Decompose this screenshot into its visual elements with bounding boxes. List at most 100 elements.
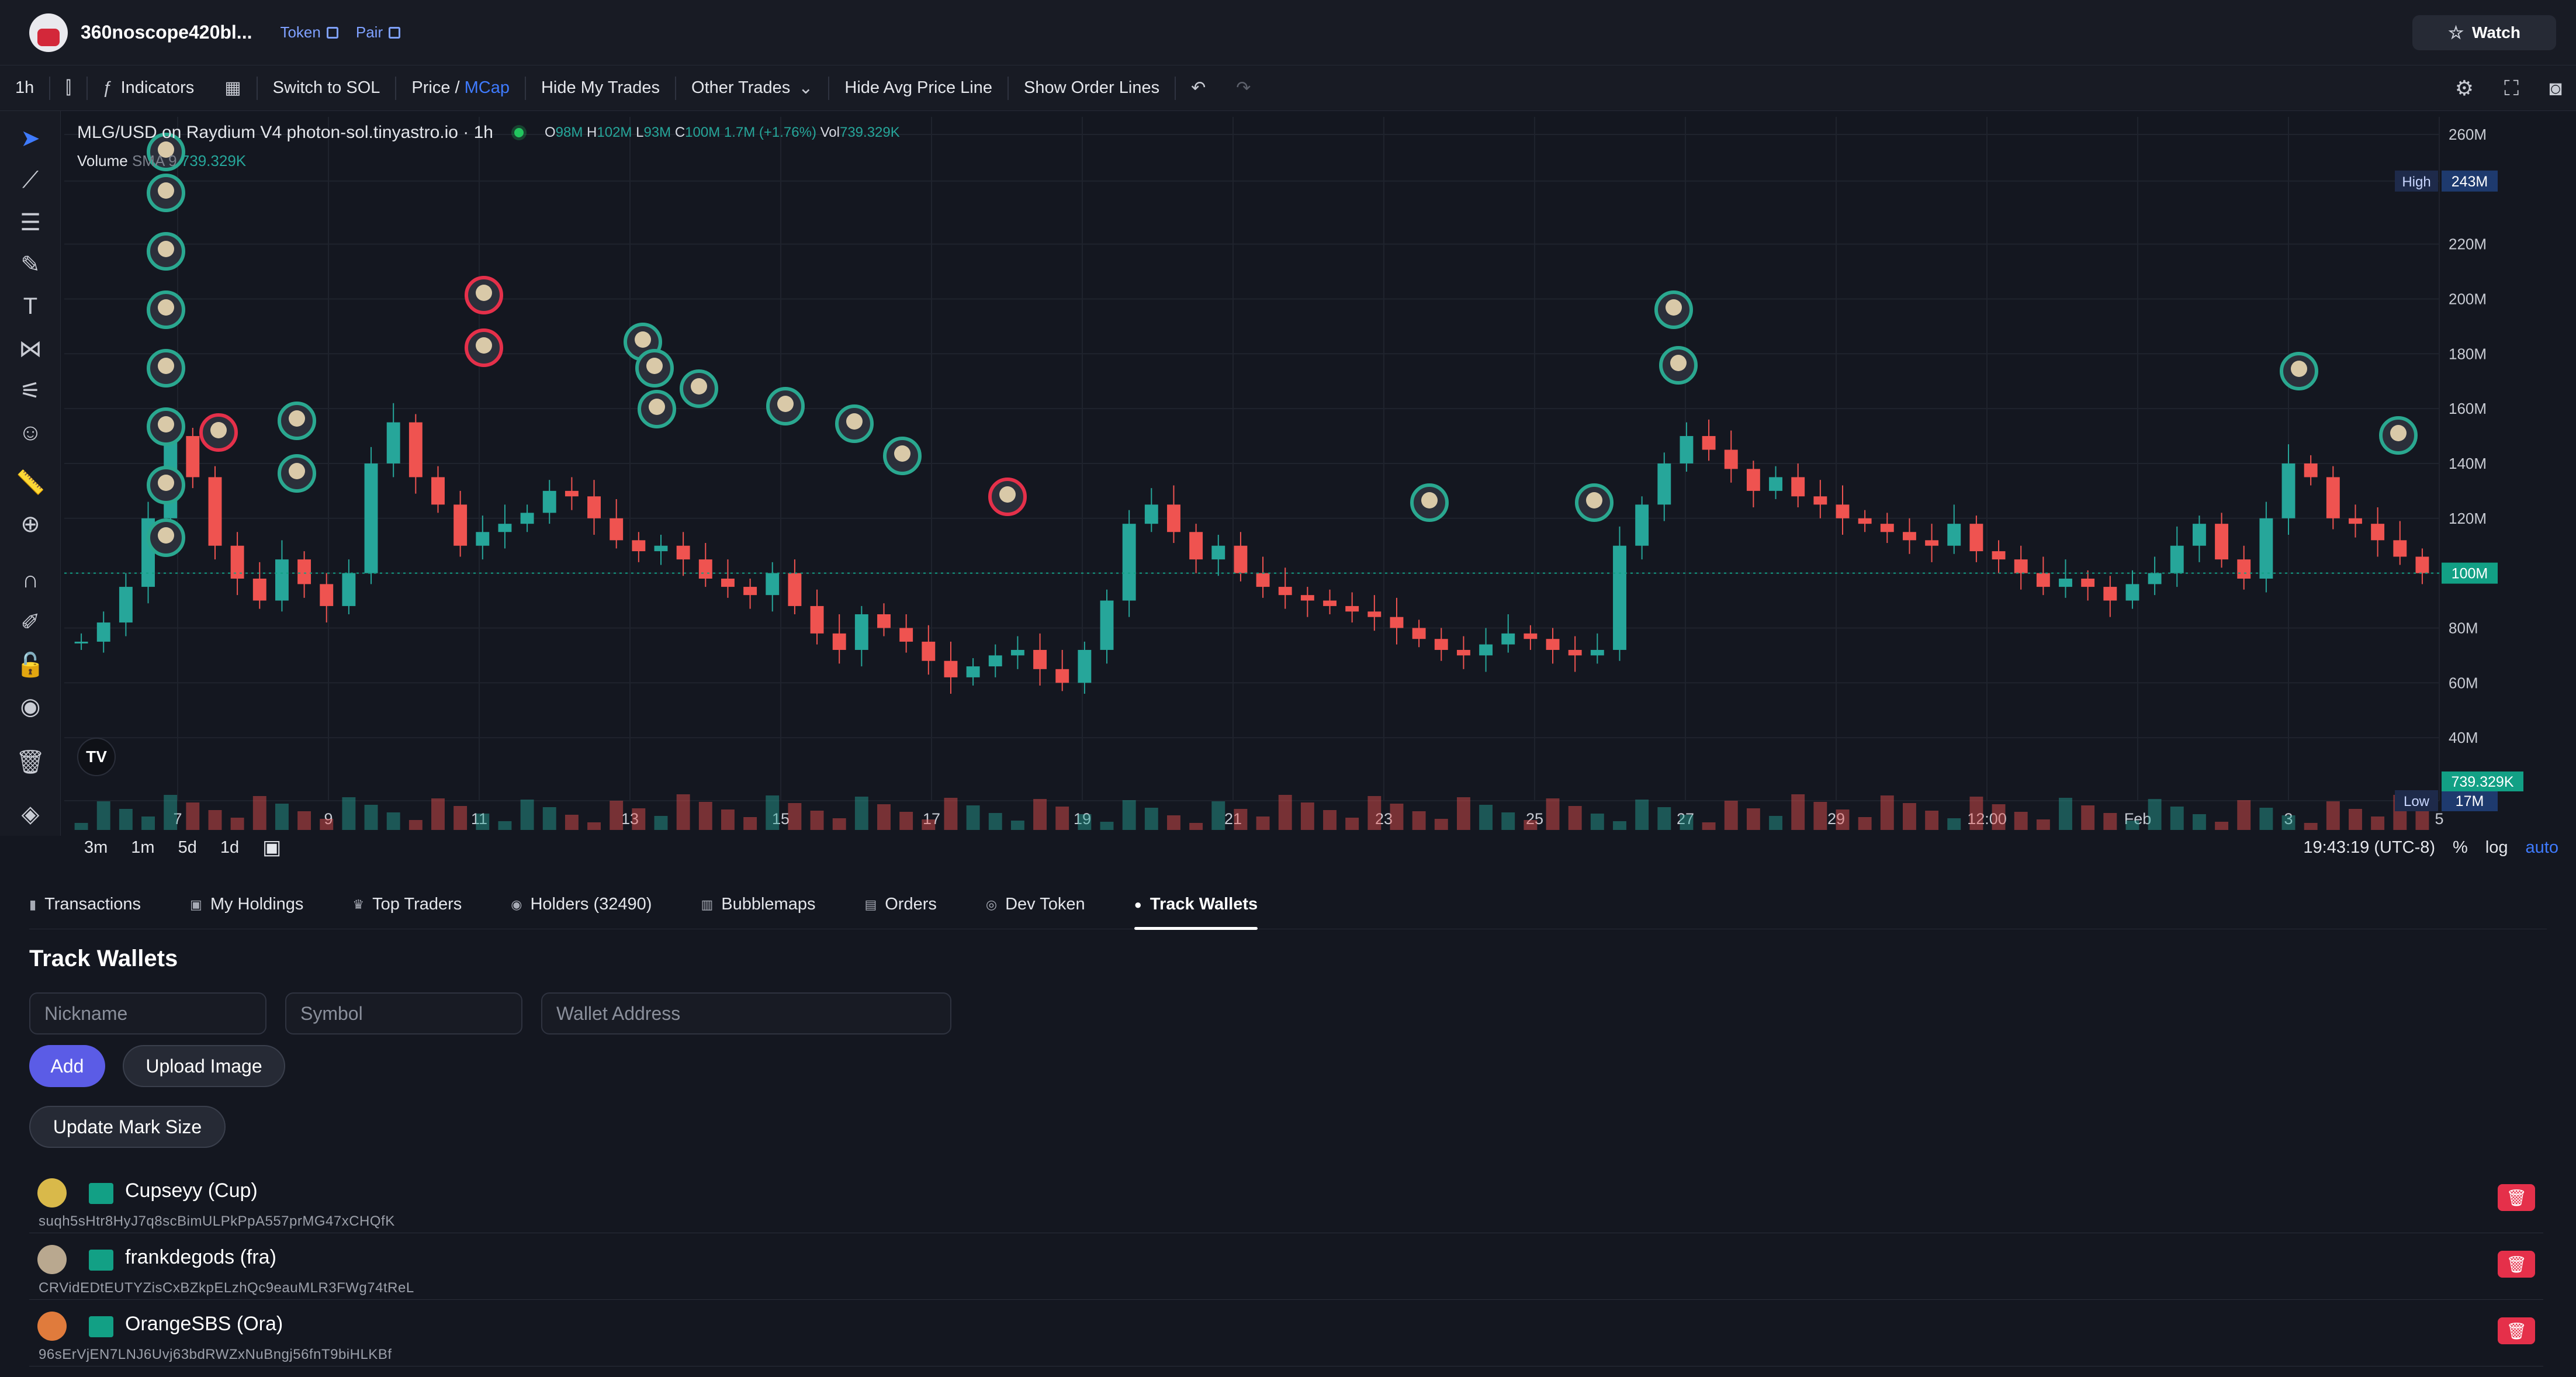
lock-drawing-icon[interactable]: ✐ (20, 610, 40, 635)
candle-body (2059, 579, 2072, 587)
tab-my-holdings[interactable]: ▣ My Holdings (190, 880, 303, 929)
eye-icon[interactable]: ◉ (20, 694, 41, 719)
add-button[interactable]: Add (29, 1045, 105, 1087)
tab-orders[interactable]: ▤ Orders (864, 880, 936, 929)
holders-icon: ◉ (511, 897, 522, 912)
indicators-button[interactable]: ƒ Indicators (88, 65, 209, 111)
wallet-address: CRVidEDtEUTYZisCxBZkpELzhQc9eauMLR3FWg74… (39, 1280, 414, 1296)
candle-body (2014, 559, 2028, 573)
bars-icon: ▥ (701, 897, 714, 912)
undo-button[interactable]: ↶ (1176, 65, 1221, 111)
percent-toggle[interactable]: % (2453, 838, 2468, 857)
settings-icon[interactable]: ⚙ (2454, 76, 2474, 100)
text-icon[interactable]: T (23, 293, 38, 319)
toolbar-divider (256, 76, 258, 100)
trade-marker-face (476, 285, 492, 301)
fullscreen-icon[interactable]: ⛶ (2504, 75, 2519, 100)
candle-body (2326, 477, 2340, 518)
upload-image-button[interactable]: Upload Image (123, 1045, 285, 1087)
tab-top-traders[interactable]: ♛ Top Traders (352, 880, 462, 929)
symbol-input[interactable] (285, 992, 522, 1035)
wallet-address-input[interactable] (541, 992, 951, 1035)
redo-button[interactable]: ↷ (1221, 65, 1266, 111)
trash-icon[interactable]: 🗑 (15, 749, 46, 775)
show-order-lines-button[interactable]: Show Order Lines (1009, 65, 1175, 111)
tab-transactions[interactable]: ▮ Transactions (29, 880, 141, 929)
chart-background (61, 111, 2576, 836)
range-1m[interactable]: 1m (131, 838, 155, 857)
forecast-icon[interactable]: ⚟ (20, 378, 41, 404)
hide-avg-price-button[interactable]: Hide Avg Price Line (829, 65, 1007, 111)
trade-marker-face (158, 182, 174, 199)
layouts-button[interactable]: ▦ (209, 65, 256, 111)
volume-bar (2281, 815, 2295, 830)
toolbar-divider (1007, 76, 1009, 100)
color-swatch[interactable] (89, 1250, 113, 1271)
fib-icon[interactable]: ☰ (20, 210, 41, 236)
range-3m[interactable]: 3m (84, 838, 108, 857)
switch-sol-button[interactable]: Switch to SOL (258, 65, 396, 111)
range-5d[interactable]: 5d (178, 838, 197, 857)
price-chart[interactable]: 260M 220M 200M 180M 160M 140M 120M 80M 60M 40M 7 9 1… (61, 111, 2576, 836)
candle-body (1702, 436, 1716, 450)
layers-icon[interactable]: ◈ (21, 801, 40, 827)
lock-icon[interactable]: 🔓 (16, 652, 45, 678)
candle-body (252, 579, 266, 601)
cursor-icon[interactable]: ➤ (20, 126, 40, 151)
pair-link[interactable]: Pair (356, 23, 401, 41)
other-trades-dropdown[interactable]: Other Trades ⌄ (676, 65, 828, 111)
star-icon: ☆ (2448, 23, 2464, 43)
pattern-icon[interactable]: ⋈ (19, 336, 42, 362)
tradingview-logo[interactable]: TV (77, 738, 116, 776)
watch-button[interactable]: ☆ Watch (2412, 15, 2556, 50)
range-1d[interactable]: 1d (220, 838, 240, 857)
x-tick-label: 19 (1074, 810, 1091, 828)
volume-bar (542, 807, 556, 830)
delete-button[interactable]: 🗑 (2498, 1317, 2535, 1344)
candle-type-button[interactable]: ⫿ (50, 65, 86, 111)
wallet-address: suqh5sHtr8HyJ7q8scBimULPkPpA557prMG47xCH… (39, 1213, 395, 1229)
delete-button[interactable]: 🗑 (2498, 1251, 2535, 1278)
tab-holders[interactable]: ◉ Holders (32490) (511, 880, 652, 929)
color-swatch[interactable] (89, 1316, 113, 1337)
camera-icon[interactable]: ◙ (2549, 76, 2562, 100)
high-label: High (2402, 174, 2430, 190)
candle-body (810, 606, 824, 634)
color-swatch[interactable] (89, 1183, 113, 1204)
trend-line-icon[interactable]: ⟋ (22, 167, 39, 193)
emoji-icon[interactable]: ☺ (18, 420, 43, 445)
hide-my-trades-button[interactable]: Hide My Trades (526, 65, 675, 111)
chart-canvas[interactable]: 260M 220M 200M 180M 160M 140M 120M 80M 60M 40M 7 9 1… (61, 111, 2576, 836)
calendar-icon[interactable]: ▣ (262, 836, 282, 859)
volume-bar (2103, 813, 2117, 830)
auto-toggle[interactable]: auto (2525, 838, 2558, 857)
tab-dev-token[interactable]: ◎ Dev Token (986, 880, 1085, 929)
tab-bubblemaps[interactable]: ▥ Bubblemaps (701, 880, 815, 929)
brush-icon[interactable]: ✎ (20, 252, 40, 278)
delete-button[interactable]: 🗑 (2498, 1184, 2535, 1211)
log-toggle[interactable]: log (2485, 838, 2508, 857)
tab-track-wallets[interactable]: ● Track Wallets (1134, 880, 1258, 930)
magnet-icon[interactable]: ∩ (22, 567, 39, 593)
low-label: Low (2404, 794, 2430, 809)
zoom-icon[interactable]: ⊕ (20, 511, 40, 537)
nickname-input[interactable] (29, 992, 266, 1035)
candle-body (2349, 518, 2362, 524)
clock-readout[interactable]: 19:43:19 (UTC-8) (2303, 838, 2436, 857)
volume-bar (698, 802, 712, 830)
copy-icon[interactable] (326, 26, 338, 39)
update-mark-size-button[interactable]: Update Mark Size (29, 1106, 226, 1148)
interval-button[interactable]: 1h (0, 65, 49, 111)
candle-body (1546, 639, 1560, 650)
volume-bar (252, 796, 266, 830)
token-title: 360noscope420bl... (81, 22, 252, 43)
ruler-icon[interactable]: 📏 (16, 470, 45, 496)
copy-icon[interactable] (389, 26, 401, 39)
x-tick-label: 3 (2284, 810, 2293, 828)
price-mcap-toggle[interactable]: Price / MCap (396, 65, 525, 111)
wallet-row: OrangeSBS (Ora) 96sErVjEN7LNJ6Uvj63bdRWZ… (29, 1300, 2543, 1366)
volume-bar (498, 821, 512, 830)
range-bar: 3m 1m 5d 1d ▣ 19:43:19 (UTC-8) % log aut… (61, 826, 2576, 869)
token-link[interactable]: Token (280, 23, 338, 41)
toolbar-right: ⚙ ⛶ ◙ (2455, 65, 2562, 111)
